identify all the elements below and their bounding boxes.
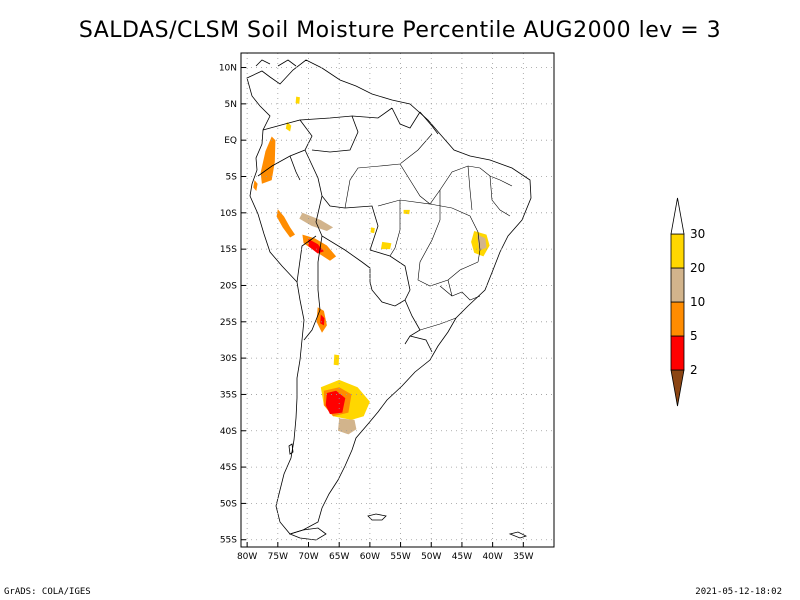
- footer-timestamp: 2021-05-12-18:02: [695, 587, 782, 597]
- colorbar-segment-lowest: [670, 369, 685, 407]
- x-tick-label: 35W: [513, 552, 533, 562]
- x-tick-label: 40W: [482, 552, 502, 562]
- x-tick-label: 65W: [329, 552, 349, 562]
- south-georgia: [508, 531, 528, 539]
- y-tick-label: 10S: [220, 209, 237, 219]
- grid-lines: [241, 53, 554, 547]
- map-frame: [240, 52, 555, 548]
- percentile-region-16: [403, 209, 410, 215]
- colorbar-level-label: 10: [690, 295, 705, 309]
- x-tick-label: 50W: [421, 552, 441, 562]
- colorbar-level-label: 20: [690, 261, 705, 275]
- colorbar-segment-4: [670, 233, 685, 269]
- percentile-region-7: [320, 314, 325, 326]
- colorbar-level-label: 2: [690, 363, 698, 377]
- land-outlines: [246, 59, 532, 541]
- x-tick-label: 70W: [298, 552, 318, 562]
- y-tick-label: 20S: [220, 281, 237, 291]
- y-tick-label: 25S: [220, 318, 237, 328]
- chiloe-island: [288, 443, 294, 455]
- x-tick-label: 55W: [390, 552, 410, 562]
- y-tick-label: 15S: [220, 245, 237, 255]
- chart-title: SALDAS/CLSM Soil Moisture Percentile AUG…: [78, 18, 722, 43]
- y-tick-label: 45S: [220, 463, 237, 473]
- percentile-region-20: [253, 180, 258, 191]
- y-tick-label: 10N: [219, 64, 237, 74]
- percentile-region-17: [333, 354, 340, 366]
- percentile-region-10: [325, 390, 346, 415]
- percentile-region-15: [370, 227, 375, 234]
- falkland-islands: [367, 513, 387, 521]
- colorbar-segment-1: [670, 335, 685, 371]
- y-tick-label: 35S: [220, 390, 237, 400]
- percentile-region-11: [338, 418, 357, 435]
- y-tick-label: 50S: [220, 499, 237, 509]
- y-tick-label: 5S: [226, 173, 238, 183]
- axis-ticks: 80W 75W 70W 65W 60W 55W 50W 45W 40W 35W 10N 5N EQ 5S 1…: [219, 64, 534, 562]
- y-tick-label: EQ: [224, 136, 237, 146]
- y-tick-label: 5N: [225, 100, 237, 110]
- colorbar-segment-2: [670, 301, 685, 337]
- percentile-region-2: [276, 209, 295, 238]
- colorbar-level-label: 30: [690, 227, 705, 241]
- colorbar-segment-highest: [670, 197, 685, 235]
- percentile-region-18: [295, 96, 300, 104]
- x-tick-label: 75W: [268, 552, 288, 562]
- colorbar-level-label: 5: [690, 329, 698, 343]
- soil-moisture-field: [253, 96, 490, 435]
- y-tick-label: 40S: [220, 427, 237, 437]
- state-borders: [344, 133, 513, 331]
- colorbar-segment-3: [670, 267, 685, 303]
- caribbean-coast: [255, 59, 297, 67]
- y-tick-label: 30S: [220, 354, 237, 364]
- x-tick-label: 60W: [360, 552, 380, 562]
- footer-credit: GrADS: COLA/IGES: [4, 587, 91, 597]
- x-tick-label: 80W: [237, 552, 257, 562]
- x-tick-label: 45W: [452, 552, 472, 562]
- y-tick-label: 55S: [220, 536, 237, 546]
- percentile-region-1: [260, 136, 276, 184]
- percentile-region-19: [285, 122, 292, 132]
- colorbar: 2 5 10 20 30: [670, 197, 705, 407]
- percentile-region-14: [380, 241, 392, 250]
- tierra-del-fuego: [288, 527, 327, 541]
